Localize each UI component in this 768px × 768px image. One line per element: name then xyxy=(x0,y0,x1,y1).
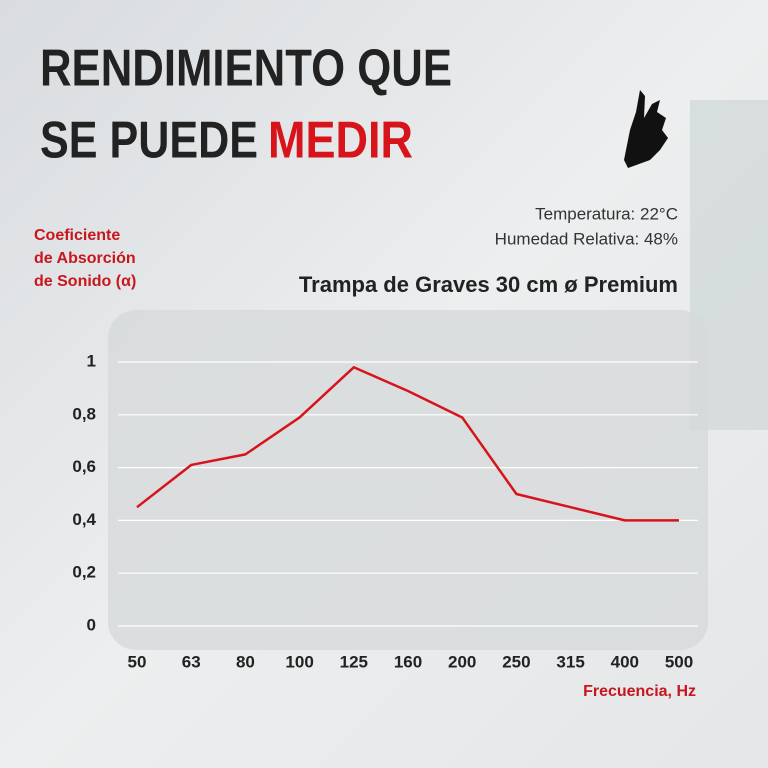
x-tick-label: 125 xyxy=(340,652,368,671)
x-tick-label: 250 xyxy=(502,652,530,671)
headline: SE PUEDE xyxy=(40,112,258,170)
y-tick-label: 0,8 xyxy=(72,404,96,423)
x-tick-label: 63 xyxy=(182,652,201,671)
headline: RENDIMIENTO QUE xyxy=(40,40,452,98)
x-tick-label: 200 xyxy=(448,652,476,671)
plot-area xyxy=(108,310,708,650)
headline-highlight: MEDIR xyxy=(268,112,413,170)
annotation: Humedad Relativa: 48% xyxy=(495,229,678,248)
chart-title: Trampa de Graves 30 cm ø Premium xyxy=(299,272,678,297)
y-tick-label: 0,2 xyxy=(72,563,96,582)
y-tick-label: 1 xyxy=(87,351,96,370)
x-tick-label: 160 xyxy=(394,652,422,671)
y-axis-label: Coeficiente xyxy=(34,227,120,244)
x-tick-label: 400 xyxy=(611,652,639,671)
annotation: Temperatura: 22°C xyxy=(535,204,678,223)
x-tick-label: 100 xyxy=(285,652,313,671)
x-axis-label: Frecuencia, Hz xyxy=(583,683,696,700)
x-tick-label: 315 xyxy=(556,652,584,671)
x-tick-label: 500 xyxy=(665,652,693,671)
y-tick-label: 0 xyxy=(87,615,96,634)
y-axis-label: de Absorción xyxy=(34,250,136,267)
y-axis-label: de Sonido (α) xyxy=(34,273,136,290)
y-tick-label: 0,4 xyxy=(72,510,96,529)
x-tick-label: 80 xyxy=(236,652,255,671)
data-line xyxy=(136,366,679,522)
x-tick-label: 50 xyxy=(128,652,147,671)
y-tick-label: 0,6 xyxy=(72,457,96,476)
hand-icon xyxy=(624,90,668,168)
